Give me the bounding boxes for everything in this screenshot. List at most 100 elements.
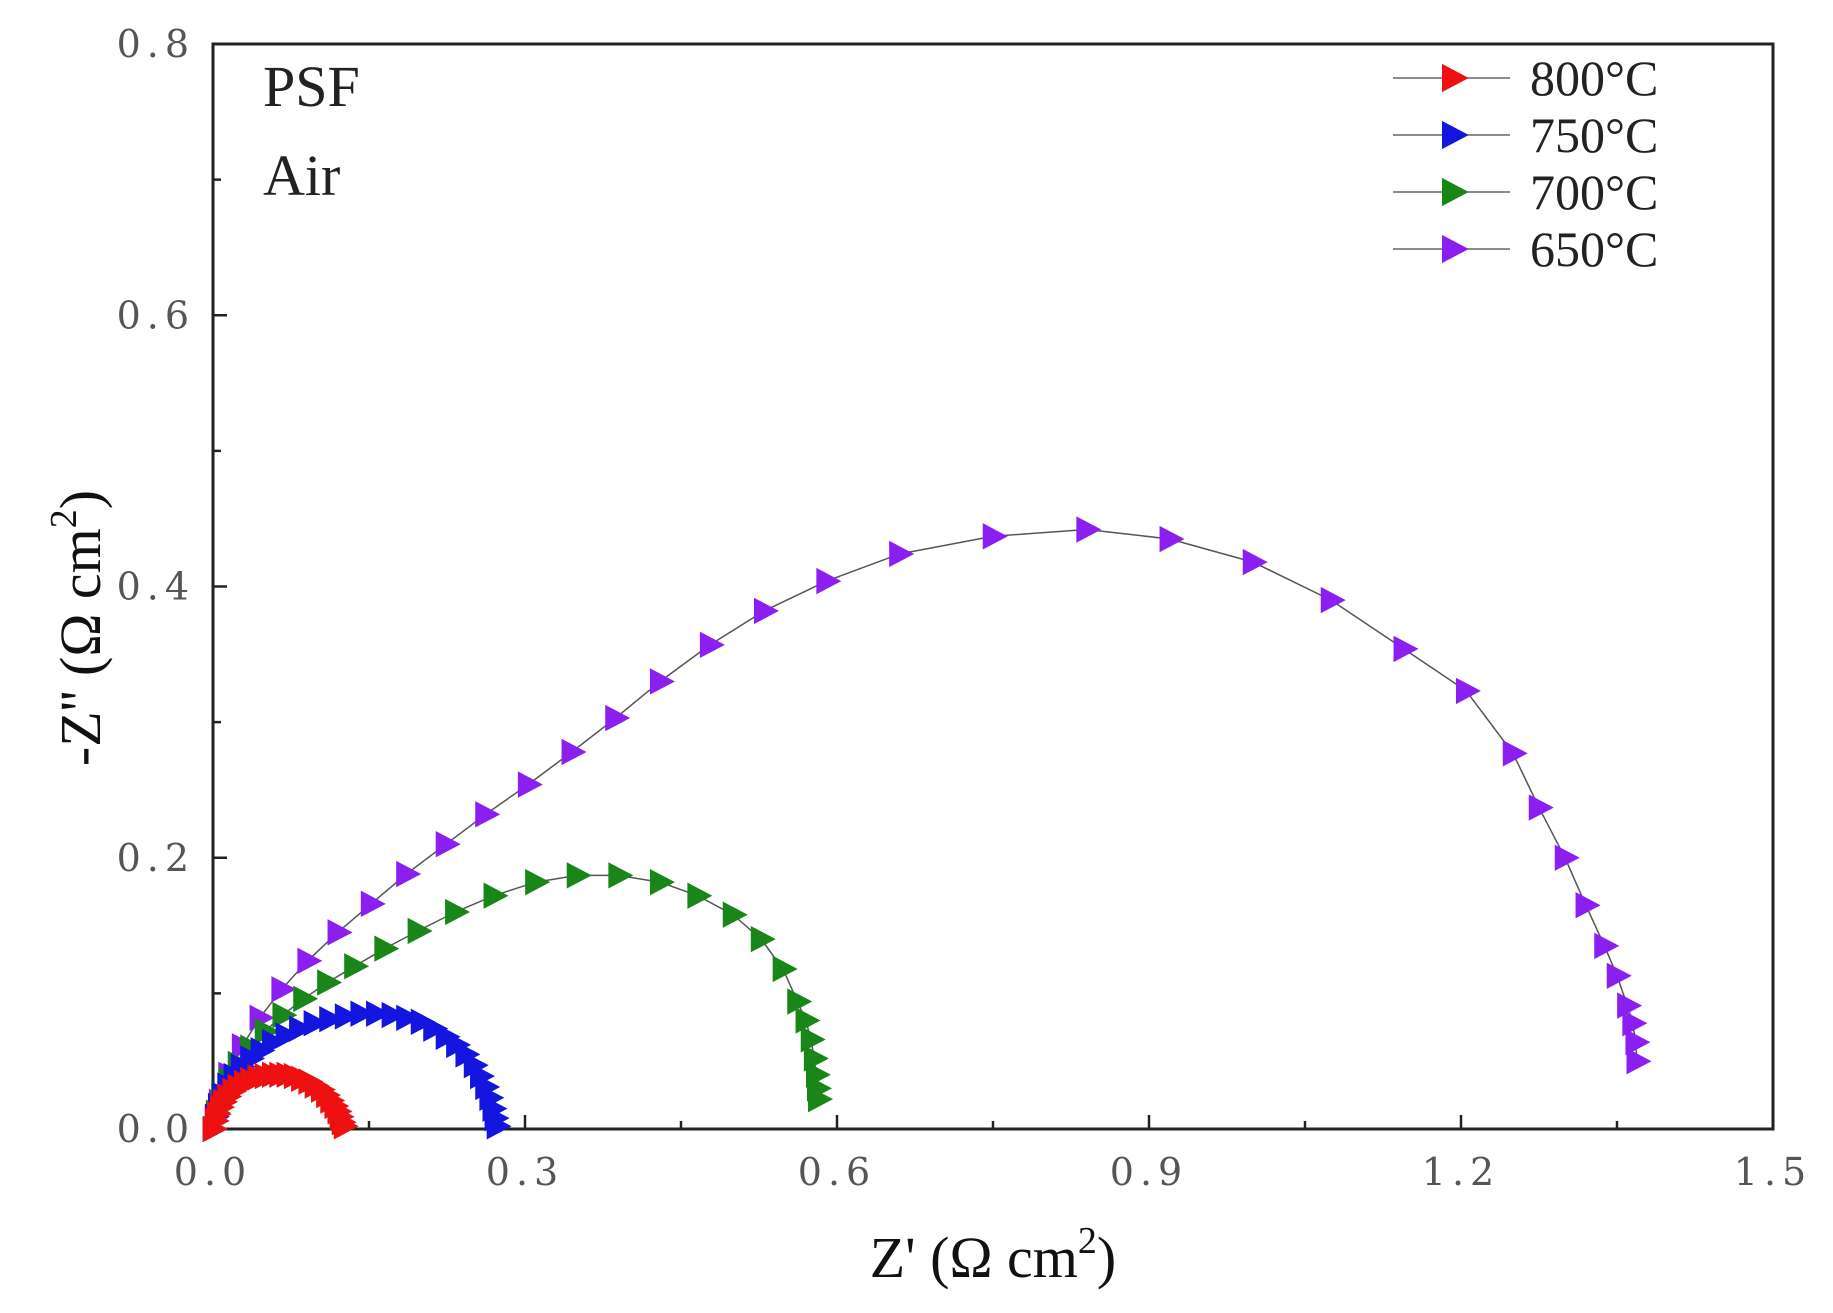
data-point-marker — [795, 1007, 821, 1034]
data-point-marker — [1242, 548, 1268, 576]
data-point-marker — [1554, 844, 1580, 871]
data-series — [202, 516, 1652, 1143]
data-point-marker — [344, 953, 370, 980]
x-axis-title: Z' (Ω cm2) — [870, 1220, 1116, 1290]
data-point-marker — [374, 935, 400, 962]
legend-marker — [1442, 63, 1469, 93]
x-tick-label: 1.2 — [1422, 1150, 1500, 1194]
legend-label: 750°C — [1530, 107, 1658, 163]
y-axis-title-text: -Z'' (Ω cm — [48, 528, 113, 766]
x-tick-label: 0.6 — [798, 1150, 876, 1194]
data-point-marker — [423, 1015, 449, 1042]
legend-marker — [1442, 234, 1469, 264]
x-axis-title-sup: 2 — [1078, 1220, 1097, 1262]
data-point-marker — [1393, 635, 1419, 663]
data-point-marker — [483, 882, 509, 909]
data-point-marker — [517, 771, 543, 798]
data-point-marker — [350, 1000, 376, 1027]
data-point-marker — [608, 862, 634, 889]
data-point-marker — [787, 988, 813, 1015]
data-point-marker — [360, 890, 386, 918]
y-tick-label: 0.4 — [117, 565, 195, 609]
data-point-marker — [1626, 1048, 1652, 1075]
data-point-marker — [289, 1015, 315, 1042]
data-point-marker — [808, 1085, 834, 1113]
legend-label: 700°C — [1530, 164, 1658, 220]
y-axis-title-close: ) — [48, 490, 113, 509]
data-point-marker — [561, 738, 587, 766]
data-point-marker — [1076, 516, 1102, 543]
data-point-marker — [649, 868, 675, 896]
plot-frame — [211, 42, 1775, 1131]
data-point-marker — [566, 862, 592, 889]
data-point-marker — [605, 704, 631, 732]
data-point-marker — [1606, 962, 1632, 989]
data-point-marker — [1455, 677, 1481, 705]
data-point-marker — [753, 597, 779, 625]
data-point-marker — [317, 969, 343, 996]
legend-item: 750°C — [1393, 107, 1658, 163]
y-tick-label: 0.2 — [117, 836, 195, 880]
x-tick-label: 1.5 — [1734, 1150, 1812, 1194]
data-point-marker — [272, 1001, 298, 1029]
y-tick-label: 0.8 — [117, 22, 195, 66]
series-800C — [202, 1061, 359, 1143]
data-point-marker — [319, 1005, 345, 1033]
data-point-marker — [1622, 1010, 1648, 1037]
data-point-marker — [1320, 586, 1346, 614]
legend-item: 650°C — [1393, 221, 1658, 277]
data-point-marker — [687, 882, 713, 909]
data-point-marker — [396, 860, 422, 888]
x-tick-label: 0.0 — [174, 1150, 252, 1194]
data-point-marker — [486, 1113, 512, 1140]
x-axis-title-close: ) — [1097, 1225, 1116, 1290]
annotation-psf: PSF — [263, 54, 360, 119]
data-point-marker — [1594, 932, 1620, 960]
data-point-marker — [889, 540, 915, 568]
data-point-marker — [1528, 794, 1554, 821]
series-650C — [202, 516, 1652, 1143]
data-point-marker — [800, 1026, 826, 1053]
data-point-marker — [982, 523, 1008, 550]
data-point-marker — [1159, 525, 1185, 553]
legend-item: 800°C — [1393, 50, 1658, 106]
data-point-marker — [750, 925, 776, 953]
data-point-marker — [275, 1022, 301, 1049]
data-point-marker — [445, 898, 471, 926]
data-point-marker — [333, 1113, 359, 1140]
data-point-marker — [293, 985, 319, 1012]
y-axis-title-sup: 2 — [43, 509, 85, 528]
data-point-marker — [699, 631, 725, 658]
data-point-marker — [334, 1003, 360, 1030]
annotation-air: Air — [263, 143, 340, 208]
data-point-marker — [303, 1010, 329, 1037]
data-point-marker — [297, 947, 323, 975]
data-point-marker — [366, 1000, 392, 1027]
legend-label: 800°C — [1530, 50, 1658, 106]
data-point-marker — [1502, 740, 1528, 767]
y-tick-label: 0.0 — [117, 1107, 195, 1151]
y-tick-label: 0.6 — [117, 293, 195, 337]
data-point-marker — [381, 1001, 407, 1029]
legend-item: 700°C — [1393, 164, 1658, 220]
x-axis-title-text: Z' (Ω cm — [870, 1225, 1078, 1290]
data-point-marker — [1625, 1029, 1651, 1056]
data-point-marker — [525, 868, 551, 896]
data-point-marker — [407, 917, 433, 945]
data-point-marker — [772, 955, 798, 983]
data-point-marker — [1575, 892, 1601, 919]
data-point-marker — [262, 1029, 288, 1056]
legend-marker — [1442, 177, 1469, 207]
x-tick-label: 0.9 — [1110, 1150, 1188, 1194]
data-point-marker — [271, 976, 297, 1003]
data-point-marker — [396, 1004, 422, 1031]
data-point-marker — [816, 567, 842, 595]
data-point-marker — [327, 919, 353, 946]
y-axis-title: -Z'' (Ω cm2) — [43, 490, 113, 766]
x-tick-label: 0.3 — [486, 1150, 564, 1194]
data-point-marker — [475, 801, 501, 828]
data-point-marker — [722, 901, 748, 928]
data-point-marker — [435, 831, 461, 858]
